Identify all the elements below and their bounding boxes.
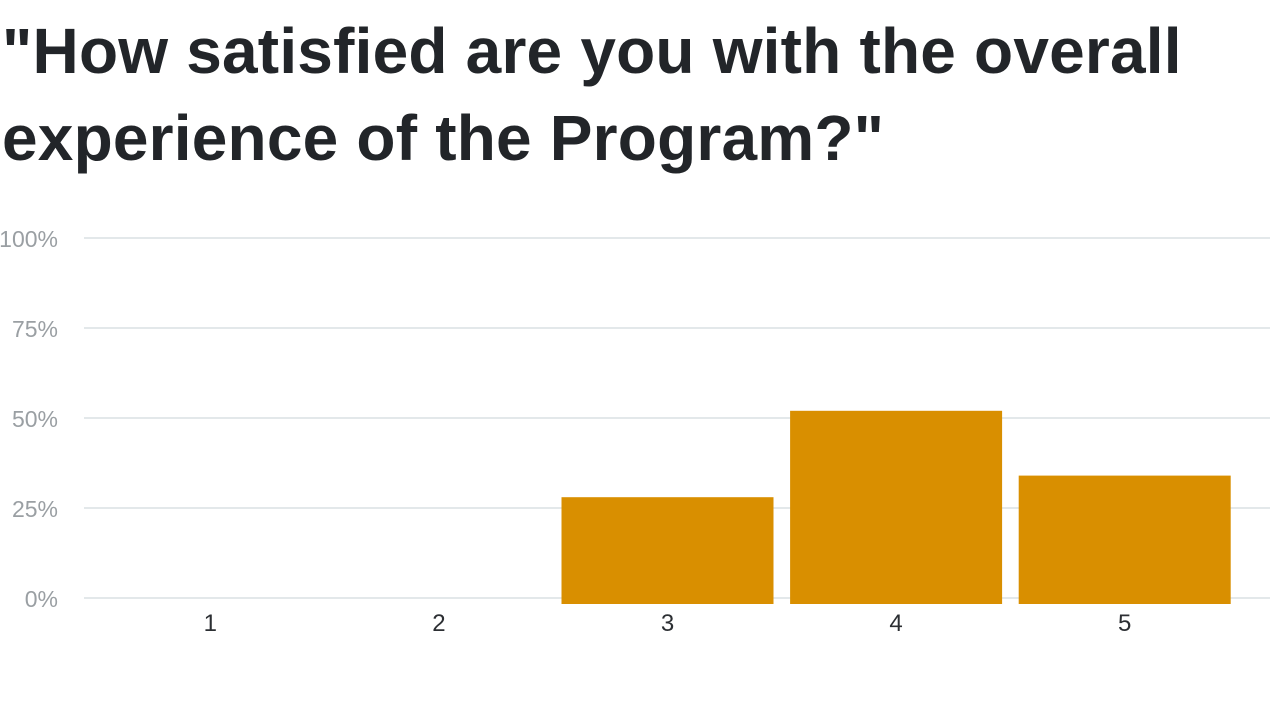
y-tick-label: 100%: [0, 226, 58, 252]
x-category-label-5: 5: [1118, 610, 1131, 637]
y-tick-label: 50%: [12, 406, 58, 432]
bar-3[interactable]: [561, 497, 774, 604]
x-category-label-4: 4: [889, 610, 902, 637]
x-category-label-1: 1: [204, 610, 217, 637]
bar-5[interactable]: [1018, 475, 1231, 604]
bar-4[interactable]: [790, 410, 1003, 604]
y-axis-tick-labels: 0% 25% 50% 75% 100%: [0, 226, 58, 612]
y-tick-label: 25%: [12, 496, 58, 522]
y-tick-label: 0%: [25, 586, 58, 612]
bars: [561, 410, 1231, 604]
chart-title: "How satisfied are you with the overall …: [2, 15, 1182, 174]
y-tick-label: 75%: [12, 316, 58, 342]
x-category-label-2: 2: [432, 610, 445, 637]
x-axis-category-labels: 1 2 3 4 5: [204, 610, 1132, 637]
x-category-label-3: 3: [661, 610, 674, 637]
